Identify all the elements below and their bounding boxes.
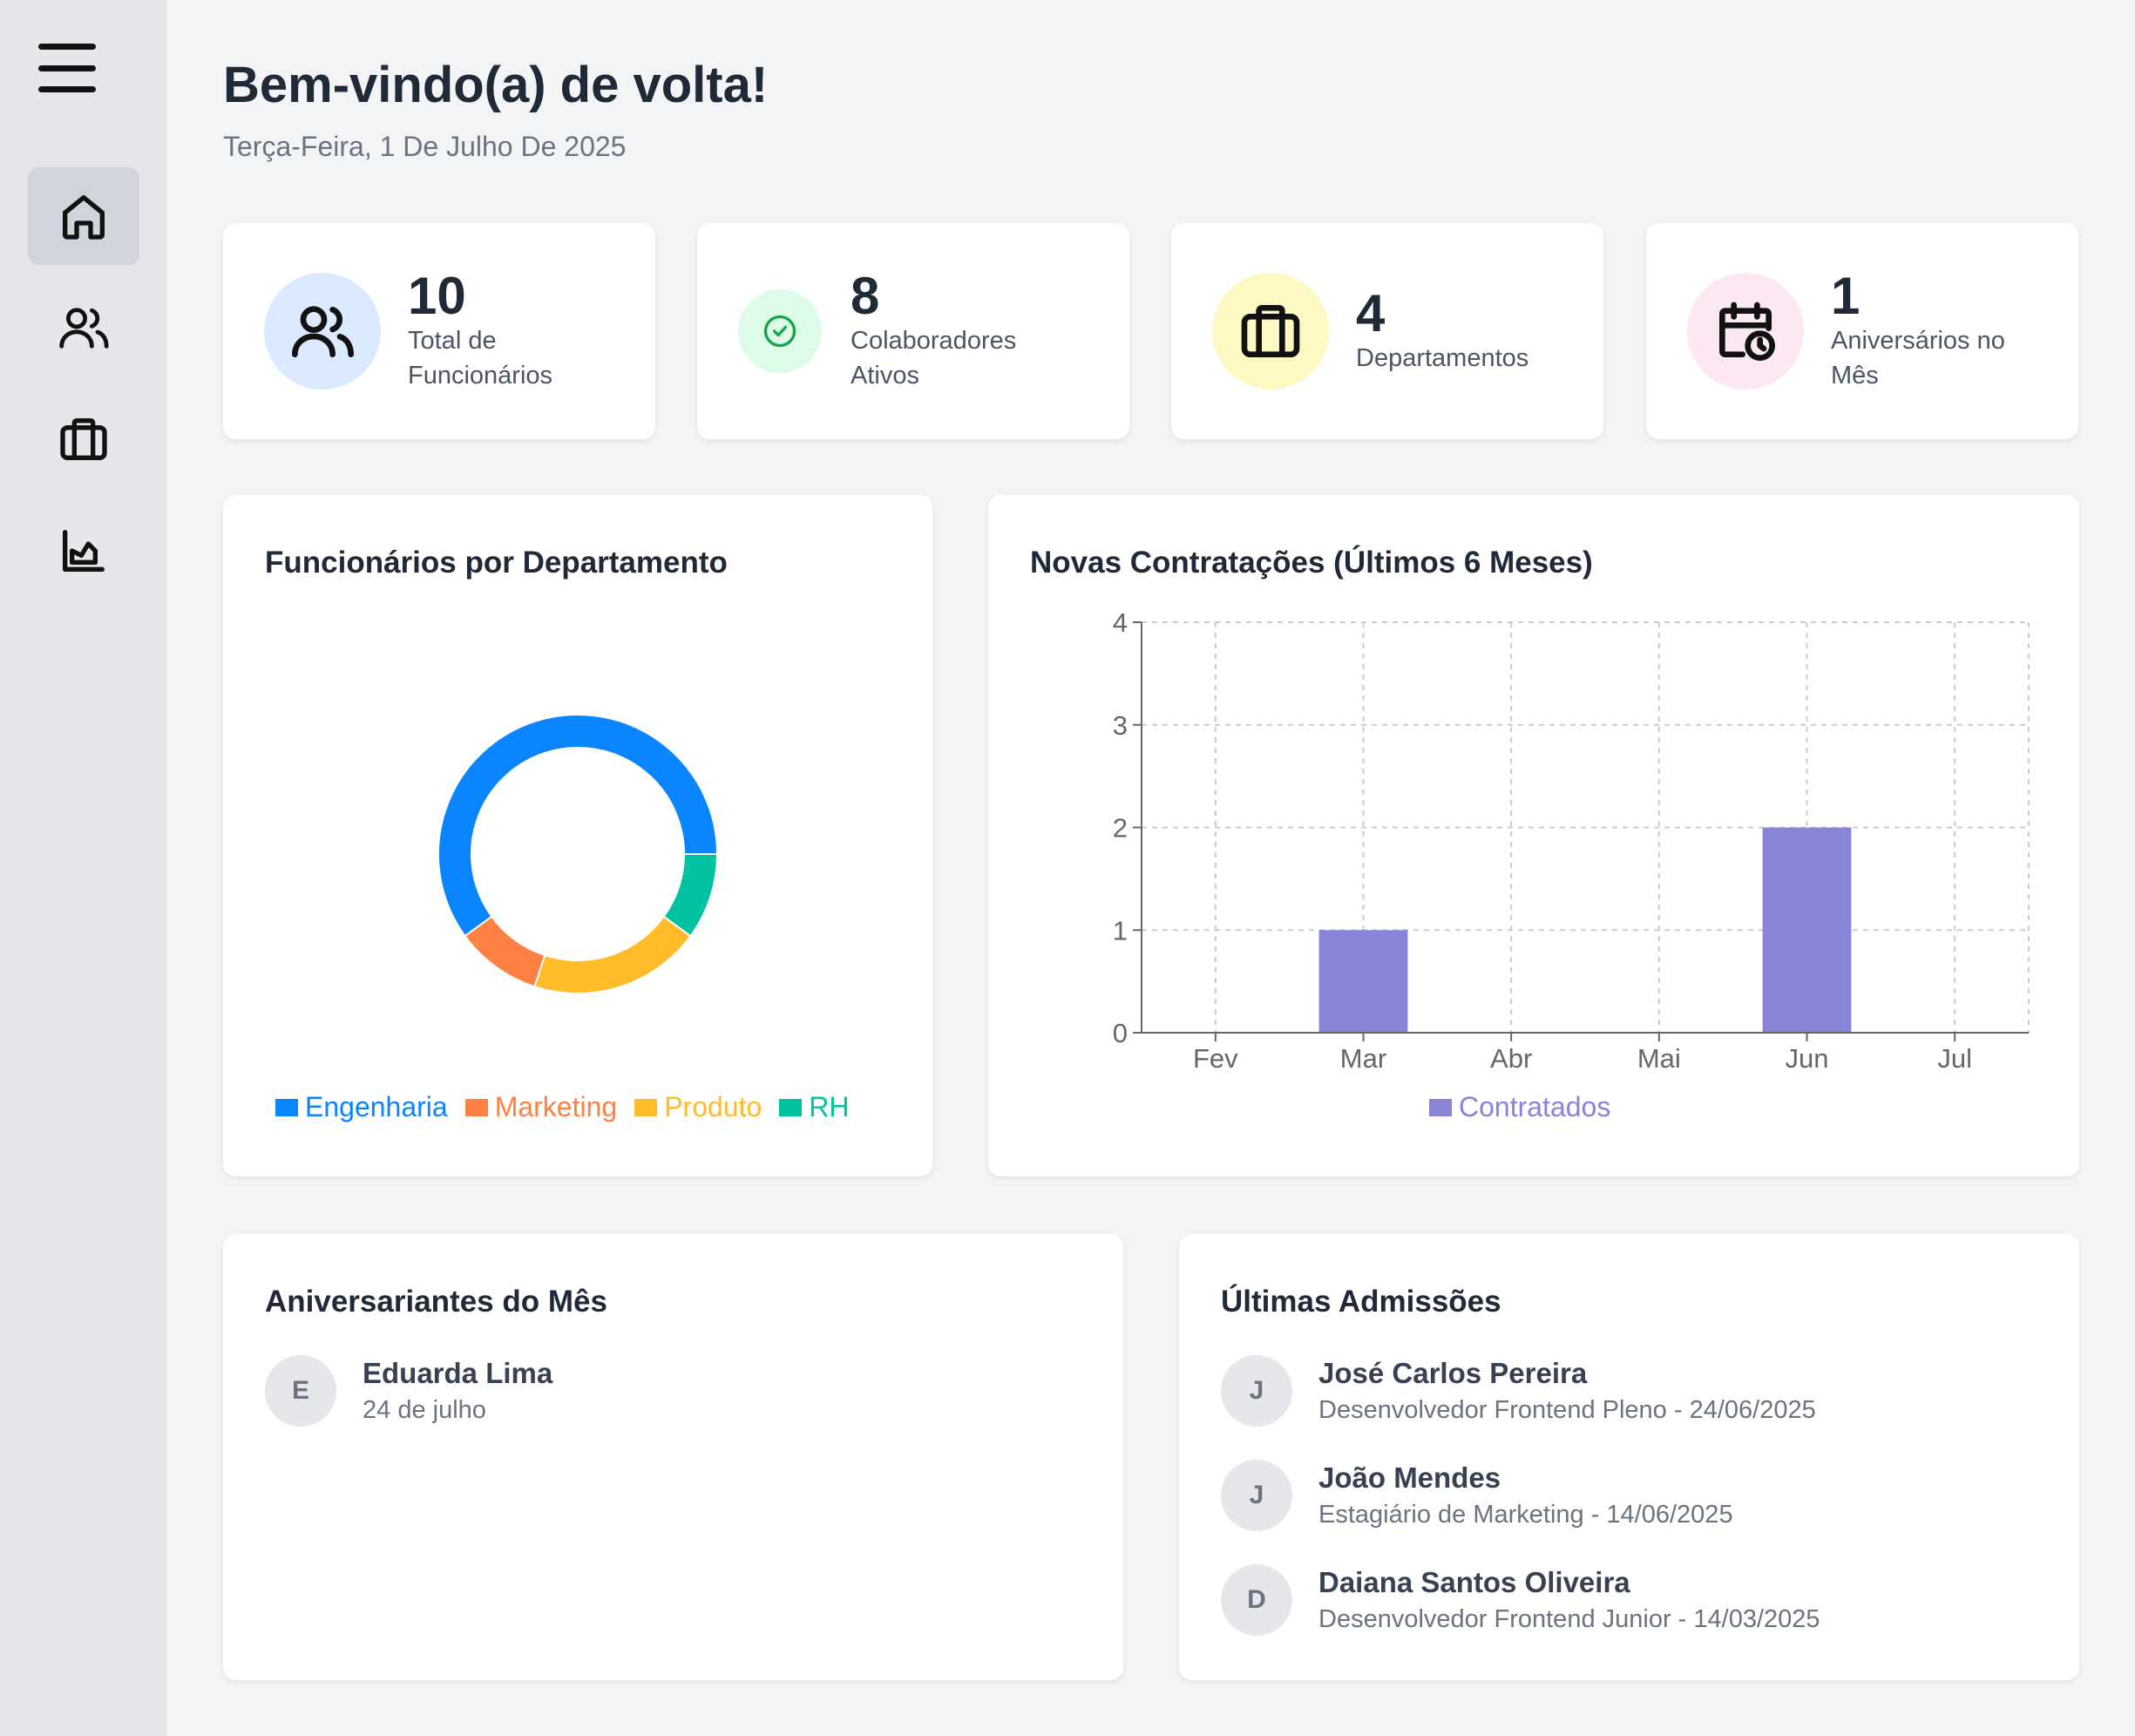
admissions-panel: Últimas Admissões J José Carlos Pereira …	[1179, 1234, 2079, 1680]
x-tick-label: Fev	[1193, 1043, 1238, 1074]
donut-slice-produto	[533, 915, 692, 994]
stat-icon-wrap	[1687, 273, 1804, 390]
bar-mar	[1318, 930, 1408, 1033]
legend-item[interactable]: Contratados	[1429, 1091, 1610, 1123]
legend-swatch	[464, 1098, 488, 1116]
legend-swatch	[275, 1098, 298, 1116]
stat-value: 1	[1831, 267, 1860, 325]
legend-swatch	[634, 1098, 658, 1116]
nav-home[interactable]	[28, 167, 139, 265]
main-content: Bem-vindo(a) de volta! Terça-Feira, 1 De…	[223, 0, 2079, 1736]
x-tick-label: Mar	[1340, 1043, 1386, 1074]
panel-title: Últimas Admissões	[1221, 1285, 1501, 1319]
person-detail: Desenvolvedor Frontend Junior - 14/03/20…	[1318, 1605, 1820, 1633]
hamburger-menu-icon[interactable]	[38, 44, 101, 92]
stat-icon-wrap	[264, 273, 381, 390]
legend-label: Marketing	[494, 1091, 618, 1122]
calendar-clock-icon	[1719, 302, 1775, 361]
legend-item[interactable]: RH	[779, 1091, 849, 1123]
y-tick-label: 3	[1113, 710, 1128, 741]
avatar: J	[1221, 1355, 1292, 1427]
x-tick-label: Jun	[1786, 1043, 1829, 1074]
chart-icon	[63, 530, 105, 572]
nav-reports[interactable]	[28, 502, 139, 600]
legend-swatch	[1429, 1098, 1452, 1116]
birthdays-panel: Aniversariantes do Mês E Eduarda Lima 24…	[223, 1234, 1123, 1680]
legend-swatch	[779, 1098, 803, 1116]
bar-legend: Contratados	[1429, 1091, 1610, 1123]
donut-chart	[437, 714, 719, 994]
panel-title: Aniversariantes do Mês	[265, 1285, 607, 1319]
stat-icon-wrap	[1212, 273, 1329, 390]
page-date: Terça-Feira, 1 De Julho De 2025	[223, 131, 627, 162]
y-tick-label: 0	[1113, 1018, 1128, 1048]
donut-slice-marketing	[464, 915, 546, 988]
person-name: Eduarda Lima	[363, 1357, 553, 1389]
sidebar	[0, 0, 167, 1736]
legend-label: RH	[809, 1091, 850, 1122]
briefcase-icon	[1241, 305, 1300, 357]
stat-label: Departamentos	[1356, 344, 1529, 372]
nav-departments[interactable]	[28, 390, 139, 488]
person-name: José Carlos Pereira	[1318, 1357, 1588, 1389]
stat-card-departments: 4 Departamentos	[1171, 223, 1603, 439]
person-detail: Estagiário de Marketing - 14/06/2025	[1318, 1501, 1733, 1529]
list-item[interactable]: J João Mendes Estagiário de Marketing - …	[1221, 1459, 1733, 1532]
check-circle-icon	[763, 315, 796, 348]
briefcase-icon	[60, 418, 107, 460]
person-name: João Mendes	[1318, 1461, 1501, 1494]
y-tick-label: 1	[1113, 915, 1128, 946]
person-detail: Desenvolvedor Frontend Pleno - 24/06/202…	[1318, 1396, 1816, 1424]
bar-jun	[1762, 827, 1852, 1033]
legend-item[interactable]: Marketing	[464, 1091, 618, 1123]
dept-chart-panel: Funcionários por Departamento Engenharia…	[223, 495, 932, 1177]
users-icon	[59, 308, 109, 349]
bar-chart: 0 1 2 3 4 Fev Mar Abr Mai Jun Jul	[1113, 607, 2030, 1074]
donut-legend: Engenharia Marketing Produto RH	[275, 1091, 849, 1123]
users-icon	[292, 306, 354, 357]
y-tick-label: 4	[1113, 607, 1128, 638]
stat-value: 4	[1356, 284, 1386, 342]
stat-label: Colaboradores Ativos	[851, 327, 1017, 390]
legend-label: Contratados	[1459, 1091, 1611, 1122]
legend-label: Produto	[664, 1091, 762, 1122]
stat-label: Aniversários no Mês	[1831, 327, 2005, 390]
legend-item[interactable]: Engenharia	[275, 1091, 448, 1123]
stat-label: Total de Funcionários	[408, 327, 553, 390]
list-item[interactable]: J José Carlos Pereira Desenvolvedor Fron…	[1221, 1354, 1816, 1427]
avatar: J	[1221, 1460, 1292, 1531]
donut-slice-engenharia	[437, 714, 719, 938]
stat-value: 10	[408, 267, 466, 325]
nav-employees[interactable]	[28, 279, 139, 376]
hires-chart-panel: Novas Contratações (Últimos 6 Meses) 0 1 2…	[988, 495, 2079, 1177]
stat-value: 8	[851, 267, 880, 325]
avatar: E	[265, 1355, 336, 1427]
stat-card-birthdays: 1 Aniversários no Mês	[1646, 223, 2078, 439]
person-name: Daiana Santos Oliveira	[1318, 1566, 1630, 1598]
list-item[interactable]: E Eduarda Lima 24 de julho	[265, 1354, 552, 1427]
legend-label: Engenharia	[305, 1091, 448, 1122]
list-item[interactable]: D Daiana Santos Oliveira Desenvolvedor F…	[1221, 1563, 1820, 1637]
x-tick-label: Mai	[1637, 1043, 1681, 1074]
x-tick-label: Jul	[1937, 1043, 1972, 1074]
panel-title: Novas Contratações (Últimos 6 Meses)	[1030, 546, 1593, 580]
home-icon	[63, 195, 105, 240]
stat-card-active: 8 Colaboradores Ativos	[697, 223, 1129, 439]
x-tick-label: Abr	[1490, 1043, 1532, 1074]
page-title: Bem-vindo(a) de volta!	[223, 57, 769, 113]
panel-title: Funcionários por Departamento	[265, 546, 728, 580]
person-detail: 24 de julho	[363, 1396, 486, 1424]
legend-item[interactable]: Produto	[634, 1091, 762, 1123]
donut-slice-rh	[662, 853, 719, 938]
avatar: D	[1221, 1564, 1292, 1636]
stat-icon-wrap	[738, 289, 822, 373]
stat-card-total-employees: 10 Total de Funcionários	[223, 223, 655, 439]
y-tick-label: 2	[1113, 813, 1128, 844]
